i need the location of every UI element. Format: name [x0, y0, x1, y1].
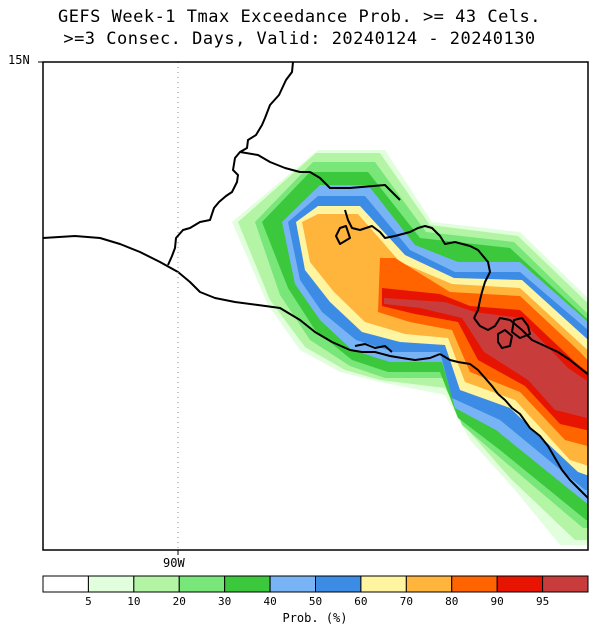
coastlines-borders: [43, 62, 588, 500]
colorbar-swatch: [451, 575, 498, 593]
lake-nicaragua-area: [497, 329, 513, 349]
map-frame: [42, 61, 589, 551]
colorbar: [42, 575, 589, 593]
colorbar-title: Prob. (%): [282, 611, 348, 625]
colorbar-tick-label: 5: [85, 595, 92, 608]
colorbar-tick-label: 95: [535, 595, 550, 608]
colorbar-tick-label: 10: [127, 595, 141, 608]
colorbar-tick-label: 70: [399, 595, 413, 608]
colorbar-tick-label: 40: [263, 595, 277, 608]
inland-waters: [511, 317, 531, 339]
border-guatemala-elsalvador: [335, 225, 351, 245]
coast-detail: [354, 343, 393, 353]
colorbar-swatch: [542, 575, 589, 593]
border-mexico-guatemala: [167, 62, 294, 266]
probability-field: [232, 150, 588, 545]
colorbar-tick-label: 30: [218, 595, 232, 608]
colorbar-swatch: [87, 575, 135, 593]
colorbar-tick-label: 60: [354, 595, 368, 608]
prob-band-70: [302, 214, 588, 466]
coast-nicaragua: [497, 393, 588, 500]
colorbar-swatch: [178, 575, 226, 593]
border-mexico-guatemala-north: [239, 151, 401, 201]
colorbar-swatch: [360, 575, 407, 593]
colorbar-tick-label: 80: [445, 595, 459, 608]
prob-band-95: [384, 298, 588, 419]
lat-label-15n: 15N: [8, 53, 30, 67]
border-guatemala-honduras: [344, 209, 491, 319]
colorbar-tick-label: 20: [172, 595, 186, 608]
colorbar-swatch: [405, 575, 453, 593]
map-title-line1: GEFS Week-1 Tmax Exceedance Prob. >= 43 …: [57, 7, 542, 27]
colorbar-swatch: [315, 575, 362, 593]
colorbar-swatch: [269, 575, 317, 593]
colorbar-swatch: [224, 575, 271, 593]
colorbar-swatch: [42, 575, 89, 593]
colorbar-swatch: [496, 575, 544, 593]
colorbar-swatch: [133, 575, 180, 593]
colorbar-tick-label: 50: [308, 595, 323, 608]
coast-elsalvador: [439, 353, 499, 395]
border-honduras-nicaragua: [473, 317, 588, 376]
prob-band-90: [382, 288, 588, 431]
map-title-line2: >=3 Consec. Days, Valid: 20240124 - 2024…: [63, 29, 536, 49]
colorbar-tick-label: 90: [490, 595, 504, 608]
pacific-coastline: [43, 235, 441, 361]
lon-label-90w: 90W: [163, 556, 185, 570]
